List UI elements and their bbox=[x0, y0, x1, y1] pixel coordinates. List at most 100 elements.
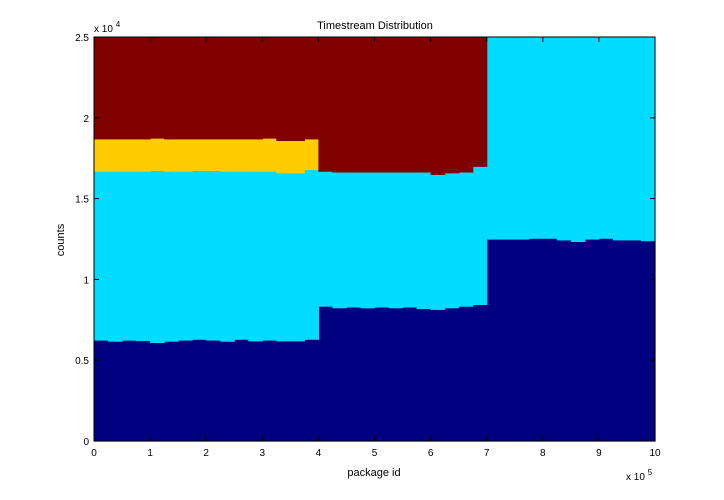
bar-segment-series-4 bbox=[360, 37, 376, 173]
bar-segment-series-4 bbox=[94, 37, 109, 140]
bar-segment-series-3 bbox=[108, 138, 123, 172]
x-tick-label: 6 bbox=[428, 448, 434, 459]
bar-segment-series-2 bbox=[556, 37, 572, 241]
bar-segment-series-1 bbox=[178, 340, 193, 442]
x-tick-label: 4 bbox=[316, 448, 322, 459]
bar-segment-series-2 bbox=[458, 171, 474, 307]
bar-segment-series-4 bbox=[220, 37, 235, 140]
y-multiplier-exponent: 4 bbox=[116, 20, 121, 29]
bar-segment-series-1 bbox=[444, 307, 460, 442]
y-multiplier: x 10 4 bbox=[94, 20, 121, 35]
y-axis-label: counts bbox=[55, 223, 67, 256]
bar-segment-series-2 bbox=[542, 37, 558, 239]
bar-segment-series-2 bbox=[262, 171, 277, 341]
bar-segment-series-1 bbox=[640, 240, 656, 442]
bar-segment-series-2 bbox=[346, 171, 362, 308]
bar-segment-series-3 bbox=[248, 138, 263, 172]
bar-segment-series-1 bbox=[332, 307, 348, 442]
bar-segment-series-4 bbox=[290, 37, 305, 142]
axes-layer: 0 1 2 3 4 5 6 7 8 9 10 0 0.5 1 1.5 2 2.5 bbox=[75, 33, 661, 459]
bar-segment-series-3 bbox=[178, 138, 193, 172]
bar-segment-series-1 bbox=[570, 241, 586, 442]
bar-segment-series-2 bbox=[94, 171, 109, 341]
bar-segment-series-2 bbox=[402, 171, 418, 308]
bar-segment-series-2 bbox=[206, 170, 221, 341]
y-tick-label: 1 bbox=[83, 275, 89, 286]
y-tick-label: 0 bbox=[83, 437, 89, 448]
bar-segment-series-4 bbox=[150, 37, 165, 139]
bar-segment-series-3 bbox=[164, 138, 179, 172]
bar-segment-series-4 bbox=[206, 37, 221, 140]
bar-segment-series-1 bbox=[528, 238, 544, 442]
bar-segment-series-3 bbox=[304, 138, 319, 171]
bar-segment-series-2 bbox=[500, 37, 516, 240]
bar-segment-series-3 bbox=[136, 138, 151, 172]
bar-segment-series-4 bbox=[276, 37, 291, 142]
bar-segment-series-4 bbox=[108, 37, 123, 140]
x-tick-label: 7 bbox=[484, 448, 490, 459]
x-axis-label: package id bbox=[347, 467, 400, 479]
bar-segment-series-2 bbox=[108, 171, 123, 342]
bar-segment-series-2 bbox=[136, 171, 151, 342]
bar-segment-series-2 bbox=[178, 171, 193, 341]
x-tick-label: 0 bbox=[91, 448, 97, 459]
bar-segment-series-1 bbox=[304, 339, 319, 442]
bar-segment-series-3 bbox=[206, 138, 221, 171]
y-tick-label: 0.5 bbox=[75, 356, 89, 367]
bar-segment-series-2 bbox=[528, 37, 544, 239]
bar-segment-series-3 bbox=[262, 138, 277, 172]
bar-segment-series-2 bbox=[234, 171, 249, 340]
bar-segment-series-2 bbox=[570, 37, 586, 243]
bar-segment-series-2 bbox=[444, 172, 460, 309]
bar-segment-series-1 bbox=[262, 340, 277, 442]
bar-segment-series-1 bbox=[220, 341, 235, 442]
bar-segment-series-4 bbox=[122, 37, 137, 140]
bar-segment-series-2 bbox=[276, 172, 291, 342]
bar-segment-series-1 bbox=[458, 306, 474, 442]
y-tick-label: 2 bbox=[83, 114, 89, 125]
bar-segment-series-1 bbox=[500, 239, 516, 442]
bar-segment-series-1 bbox=[248, 340, 263, 442]
bar-segment-series-1 bbox=[430, 309, 446, 442]
bar-segment-series-2 bbox=[192, 170, 207, 340]
bar-segment-series-1 bbox=[416, 308, 432, 442]
bar-segment-series-1 bbox=[206, 340, 221, 442]
bars-layer bbox=[94, 37, 656, 442]
bar-segment-series-2 bbox=[640, 37, 656, 242]
x-tick-label: 5 bbox=[372, 448, 378, 459]
bar-segment-series-2 bbox=[374, 171, 390, 308]
bar-segment-series-1 bbox=[472, 304, 488, 442]
x-multiplier-base: x 10 bbox=[626, 472, 645, 483]
bar-segment-series-2 bbox=[220, 171, 235, 342]
y-tick-label: 2.5 bbox=[75, 33, 89, 44]
bar-segment-series-2 bbox=[416, 171, 432, 310]
bar-segment-series-4 bbox=[234, 37, 249, 140]
bar-segment-series-4 bbox=[416, 37, 432, 173]
bar-segment-series-1 bbox=[122, 340, 137, 442]
bar-segment-series-4 bbox=[402, 37, 418, 173]
y-multiplier-base: x 10 bbox=[94, 24, 113, 35]
bar-segment-series-4 bbox=[262, 37, 277, 139]
x-tick-label: 10 bbox=[649, 448, 661, 459]
bar-segment-series-1 bbox=[108, 341, 123, 442]
x-multiplier: x 10 5 bbox=[626, 468, 653, 483]
bar-segment-series-1 bbox=[164, 341, 179, 442]
bar-segment-series-1 bbox=[136, 340, 151, 442]
y-tick-label: 1.5 bbox=[75, 195, 89, 206]
bar-segment-series-1 bbox=[542, 238, 558, 442]
x-multiplier-exponent: 5 bbox=[648, 468, 653, 477]
bar-segment-series-2 bbox=[584, 37, 600, 240]
bar-segment-series-2 bbox=[430, 174, 446, 310]
bar-segment-series-4 bbox=[458, 37, 474, 173]
bar-segment-series-4 bbox=[136, 37, 151, 140]
bar-segment-series-4 bbox=[192, 37, 207, 140]
bar-segment-series-2 bbox=[150, 170, 165, 344]
bar-segment-series-4 bbox=[388, 37, 404, 173]
bar-segment-series-1 bbox=[402, 306, 418, 442]
bar-segment-series-2 bbox=[486, 37, 502, 240]
bar-segment-series-2 bbox=[472, 166, 488, 306]
bar-segment-series-4 bbox=[332, 37, 348, 173]
bar-segment-series-2 bbox=[626, 37, 642, 241]
